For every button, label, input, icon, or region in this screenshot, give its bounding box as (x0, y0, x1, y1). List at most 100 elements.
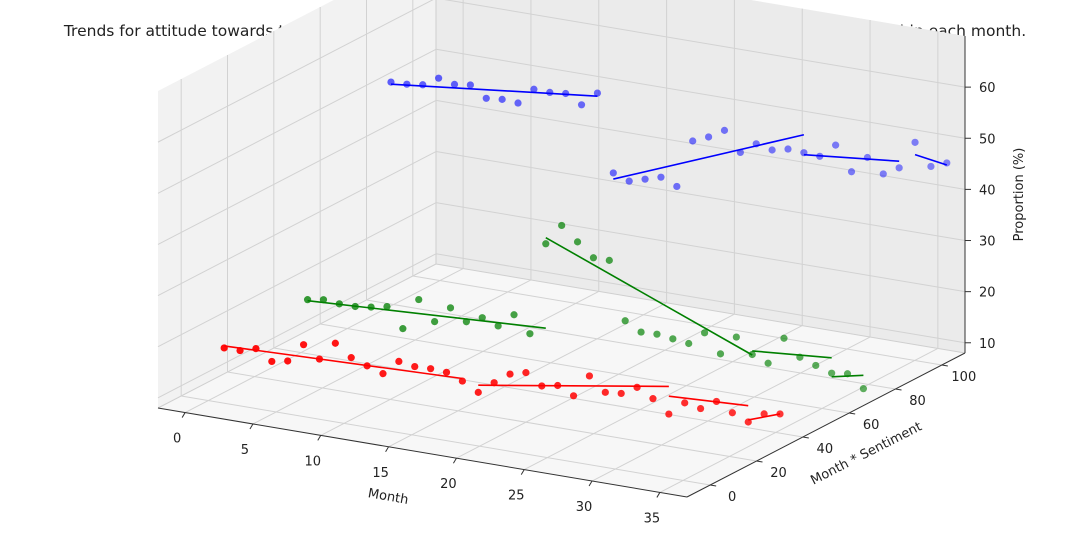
data-point (569, 392, 578, 400)
data-point (252, 344, 260, 353)
data-point (637, 328, 645, 336)
data-point (585, 372, 594, 380)
data-point (299, 341, 308, 349)
trend-line (613, 133, 805, 180)
data-point (796, 353, 804, 361)
x-tick-mark (588, 480, 593, 487)
data-point (800, 149, 808, 157)
gridline (435, 99, 966, 190)
data-point (621, 317, 629, 325)
back-pane (436, 0, 965, 353)
gridline (320, 290, 599, 436)
gridline (157, 99, 437, 245)
data-point (943, 159, 951, 167)
data-point (689, 137, 697, 145)
data-point (379, 370, 387, 378)
data-point (732, 333, 740, 341)
data-point (415, 295, 423, 304)
x-tick-label: 15 (372, 466, 389, 481)
data-point (462, 318, 470, 326)
x-tick-mark (452, 457, 457, 464)
data-point (538, 382, 546, 390)
data-point (712, 397, 721, 406)
data-point (331, 339, 339, 347)
gridline (157, 253, 437, 399)
data-point (347, 354, 355, 362)
x-tick-label: 10 (304, 454, 321, 469)
data-point (399, 325, 407, 333)
y-tick-label: 0 (728, 490, 736, 505)
data-points (220, 74, 951, 426)
y-tick-mark (849, 412, 856, 415)
data-point (780, 334, 788, 342)
z-tick-label: 10 (979, 337, 996, 352)
data-point (832, 141, 840, 149)
y-tick-label: 20 (770, 466, 787, 481)
gridline (181, 395, 711, 486)
gridline (591, 336, 871, 482)
x-tick-mark (656, 492, 661, 498)
data-point (728, 409, 736, 417)
gridline (157, 202, 437, 348)
data-point (720, 126, 729, 134)
trend-line (224, 345, 463, 380)
y-axis-line (686, 352, 966, 498)
data-point (427, 365, 435, 373)
gridline (412, 275, 942, 366)
data-point (601, 388, 609, 396)
x-tick-label: 35 (644, 511, 661, 526)
x-tick-mark (317, 435, 322, 441)
data-point (510, 311, 518, 319)
trend-line (914, 153, 948, 166)
data-point (367, 303, 375, 311)
x-tick-label: 0 (173, 432, 181, 447)
data-point (419, 81, 427, 89)
y-tick-mark (756, 460, 763, 463)
x-tick-label: 5 (241, 443, 249, 458)
data-point (466, 81, 474, 89)
data-point (927, 162, 935, 171)
tick-labels: 0 5 10 15 20 25 30 35 0 20 40 60 80 100 10 20 30 40 50 60 (173, 81, 996, 526)
data-point (704, 133, 713, 141)
data-point (573, 238, 582, 246)
data-point (351, 302, 359, 311)
data-point (752, 140, 760, 148)
gridline (435, 48, 966, 139)
data-point (828, 369, 836, 377)
gridline (157, 48, 437, 194)
data-point (403, 80, 411, 88)
y-tick-label: 40 (817, 442, 834, 457)
axis-lines (157, 36, 971, 498)
data-point (736, 148, 744, 157)
trend-line (545, 236, 753, 356)
data-point (748, 350, 756, 359)
data-point (542, 240, 550, 248)
data-point (303, 296, 312, 304)
gridline (659, 347, 939, 493)
data-point (716, 350, 725, 358)
z-tick-label: 30 (979, 235, 996, 250)
data-point (284, 357, 292, 365)
data-point (617, 389, 625, 398)
data-point (665, 410, 673, 418)
data-point (236, 346, 244, 355)
data-point (764, 359, 772, 367)
gridline (366, 299, 896, 390)
data-point (879, 170, 887, 178)
y-tick-mark (895, 388, 902, 391)
data-point (442, 368, 451, 376)
x-tick-label: 30 (576, 500, 593, 515)
data-point (522, 369, 530, 377)
z-tick-label: 20 (979, 286, 996, 301)
data-point (435, 74, 443, 82)
data-point (526, 330, 534, 338)
data-point (673, 182, 681, 191)
data-point (220, 344, 228, 352)
data-point (431, 317, 439, 326)
data-point (554, 381, 562, 390)
data-point (474, 388, 482, 396)
data-point (577, 101, 586, 109)
data-point (609, 169, 617, 177)
data-point (546, 88, 554, 97)
data-point (458, 377, 466, 385)
